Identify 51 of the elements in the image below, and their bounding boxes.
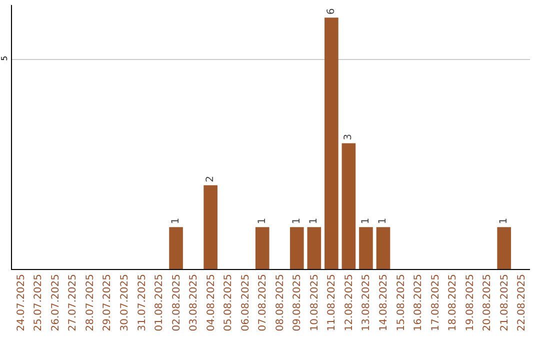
x-tick-label: 25.07.2025: [33, 274, 44, 332]
bar: [290, 227, 304, 269]
x-tick-label: 19.08.2025: [464, 274, 476, 332]
x-tick-label: 05.08.2025: [223, 274, 234, 332]
bar: [255, 227, 270, 269]
x-tick-label: 27.07.2025: [68, 274, 79, 332]
bar: [324, 18, 338, 269]
x-tick-label: 28.07.2025: [84, 274, 96, 332]
x-tick-label: 17.08.2025: [430, 274, 442, 332]
x-tick-label: 08.08.2025: [274, 274, 286, 332]
data-label: 1: [170, 218, 182, 224]
x-tick-label: 26.07.2025: [50, 274, 62, 332]
bar: [497, 227, 512, 269]
x-tick-label: 11.08.2025: [326, 274, 338, 332]
data-label: 1: [256, 218, 268, 224]
x-tick-label: 20.08.2025: [482, 274, 494, 332]
x-tick-label: 31.07.2025: [136, 274, 148, 332]
data-label: 1: [291, 218, 302, 224]
x-tick-label: 03.08.2025: [188, 274, 200, 332]
bar: [342, 143, 356, 269]
x-tick-label: 15.08.2025: [396, 274, 407, 332]
bar: [169, 227, 183, 269]
x-tick-label: 22.08.2025: [516, 274, 528, 332]
y-tick-label: 5: [0, 56, 9, 61]
bar: [204, 185, 218, 269]
x-tick-label: 06.08.2025: [240, 274, 252, 332]
bar: [359, 227, 373, 269]
x-tick-label: 10.08.2025: [309, 274, 320, 332]
bar: [307, 227, 322, 269]
x-tick-label: 12.08.2025: [344, 274, 355, 332]
x-tick-label: 21.08.2025: [499, 274, 510, 332]
data-label: 3: [343, 134, 354, 140]
x-tick-label: 13.08.2025: [361, 274, 372, 332]
data-label: 1: [498, 218, 510, 224]
x-tick-label: 02.08.2025: [171, 274, 182, 332]
x-tick-label: 07.08.2025: [258, 274, 269, 332]
x-tick-label: 30.07.2025: [119, 274, 130, 332]
data-label: 1: [360, 218, 372, 224]
x-tick-label: 14.08.2025: [378, 274, 390, 332]
x-tick-label: 01.08.2025: [154, 274, 166, 332]
x-tick-label: 09.08.2025: [292, 274, 304, 332]
bar: [376, 227, 390, 269]
data-label: 6: [326, 8, 337, 15]
x-tick-label: 16.08.2025: [413, 274, 424, 332]
data-label: 1: [378, 218, 389, 224]
x-tick-label: 04.08.2025: [206, 274, 217, 332]
data-label: 1: [308, 218, 320, 224]
x-tick-label: 24.07.2025: [16, 274, 27, 332]
x-tick-label: 29.07.2025: [102, 274, 114, 332]
x-tick-label: 18.08.2025: [448, 274, 459, 332]
data-label: 2: [205, 176, 216, 182]
